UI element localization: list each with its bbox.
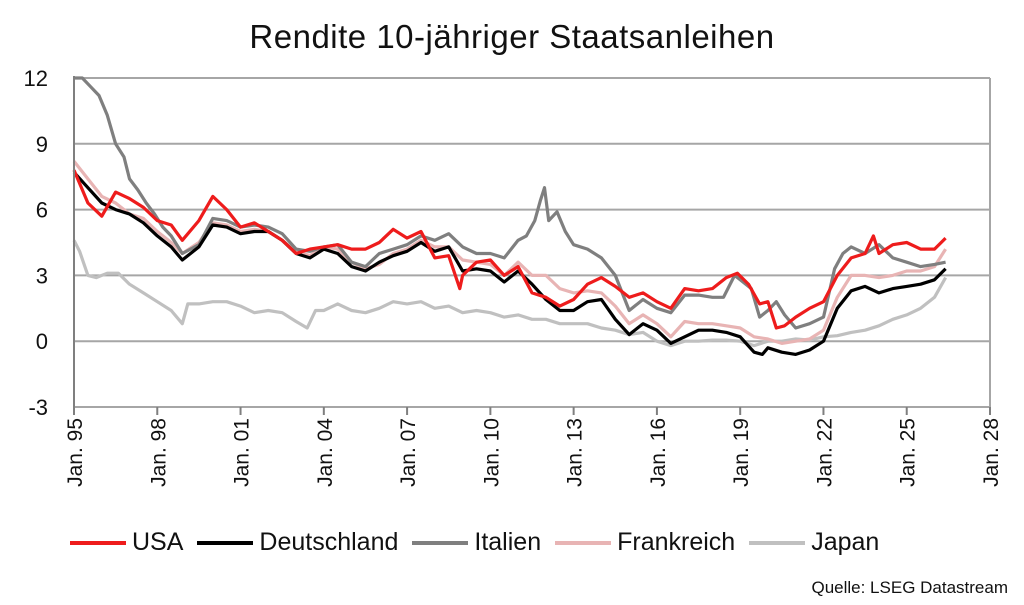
x-tick-label: Jan. 13 — [564, 418, 587, 487]
y-tick-label: -3 — [28, 395, 48, 420]
legend-swatch-italien — [412, 540, 469, 545]
legend-label-japan: Japan — [811, 528, 880, 556]
legend-label-usa: USA — [132, 528, 184, 556]
x-tick-label: Jan. 10 — [480, 418, 503, 487]
legend-label-frankreich: Frankreich — [617, 528, 736, 556]
x-tick-label: Jan. 07 — [397, 418, 420, 487]
gridlines — [74, 77, 990, 408]
x-tick-label: Jan. 25 — [897, 418, 920, 487]
x-tick-label: Jan. 22 — [813, 418, 836, 487]
legend-item-usa: USA — [70, 528, 183, 557]
legend-label-deutschland: Deutschland — [259, 528, 399, 556]
series-lines — [72, 76, 947, 356]
series-line-frankreich — [72, 160, 947, 345]
y-tick-label: 9 — [36, 132, 48, 157]
legend-swatch-japan — [749, 540, 806, 545]
legend-item-frankreich: Frankreich — [555, 528, 735, 557]
x-tick-label: Jan. 98 — [147, 418, 170, 487]
x-tick-label: Jan. 19 — [730, 418, 753, 487]
y-tick-label: 12 — [24, 66, 48, 91]
x-tick-label: Jan. 04 — [314, 418, 337, 487]
series-line-italien — [74, 76, 946, 330]
legend-swatch-deutschland — [197, 540, 254, 545]
series-line-usa — [72, 169, 947, 330]
x-tick-label: Jan. 95 — [64, 418, 87, 487]
x-tick-label: Jan. 01 — [231, 418, 254, 487]
legend-swatch-frankreich — [555, 540, 612, 545]
legend-item-deutschland: Deutschland — [197, 528, 398, 557]
y-tick-label: 0 — [36, 329, 48, 354]
series-line-deutschland — [72, 171, 947, 356]
source-note: Quelle: LSEG Datastream — [811, 578, 1008, 597]
chart-title: Rendite 10-jähriger Staatsanleihen — [249, 18, 775, 55]
x-tick-labels: Jan. 95 Jan. 98 Jan. 01 Jan. 04 Jan. 07 Jan. … — [64, 418, 1003, 487]
y-tick-label: 3 — [36, 263, 48, 288]
legend: USA Deutschland Italien Frankreich Japan — [70, 528, 893, 557]
legend-swatch-usa — [70, 540, 126, 545]
y-tick-labels: -3 0 3 6 9 12 — [24, 66, 48, 420]
legend-label-italien: Italien — [474, 528, 542, 556]
x-tick-label: Jan. 16 — [647, 418, 670, 487]
axes — [73, 76, 991, 415]
y-tick-label: 6 — [36, 198, 48, 223]
x-tick-label: Jan. 28 — [980, 418, 1003, 487]
legend-item-italien: Italien — [412, 528, 541, 557]
legend-item-japan: Japan — [749, 528, 879, 557]
series-line-japan — [72, 239, 947, 348]
